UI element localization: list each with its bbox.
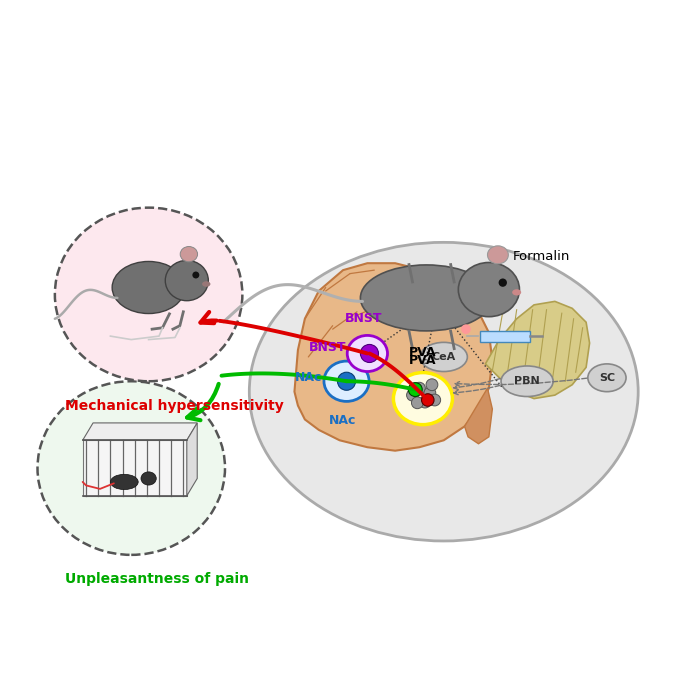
Circle shape [408,383,422,396]
Text: PBN: PBN [514,376,540,386]
Ellipse shape [501,366,553,396]
Ellipse shape [249,242,638,541]
Ellipse shape [141,472,156,485]
Ellipse shape [202,281,211,287]
Ellipse shape [38,382,225,555]
Text: CeA: CeA [432,352,456,362]
Circle shape [407,389,419,401]
Polygon shape [465,389,492,444]
Circle shape [193,272,200,279]
Text: PVA: PVA [410,354,437,367]
Ellipse shape [360,265,492,331]
Circle shape [419,396,431,408]
Text: Mechanical hypersensitivity: Mechanical hypersensitivity [65,398,284,412]
Circle shape [498,279,507,287]
Ellipse shape [458,262,519,316]
Circle shape [360,344,379,363]
Polygon shape [83,440,187,496]
Ellipse shape [512,289,522,295]
Circle shape [429,394,440,406]
Polygon shape [83,423,197,440]
Ellipse shape [487,246,508,264]
Ellipse shape [55,208,242,382]
Ellipse shape [324,361,369,401]
Ellipse shape [420,342,468,372]
Ellipse shape [588,364,626,392]
Text: NAc: NAc [295,371,322,384]
Ellipse shape [111,475,138,489]
Text: PVA: PVA [410,346,437,358]
Text: Formalin: Formalin [512,250,570,262]
Circle shape [414,382,426,394]
Text: Unpleasantness of pain: Unpleasantness of pain [65,572,249,586]
Text: SC: SC [599,373,615,383]
Polygon shape [187,423,197,496]
Circle shape [426,379,438,391]
Ellipse shape [112,262,185,314]
Ellipse shape [165,260,209,301]
Circle shape [412,397,424,409]
Ellipse shape [347,335,388,372]
Ellipse shape [393,372,452,425]
Circle shape [461,324,471,334]
Polygon shape [485,302,589,398]
Circle shape [424,387,436,399]
Ellipse shape [180,246,197,262]
Circle shape [337,372,356,391]
Polygon shape [295,263,492,451]
Text: BNST: BNST [309,342,346,354]
Circle shape [421,393,434,406]
Text: BNST: BNST [345,312,383,325]
Text: NAc: NAc [330,414,357,427]
FancyBboxPatch shape [480,330,530,342]
